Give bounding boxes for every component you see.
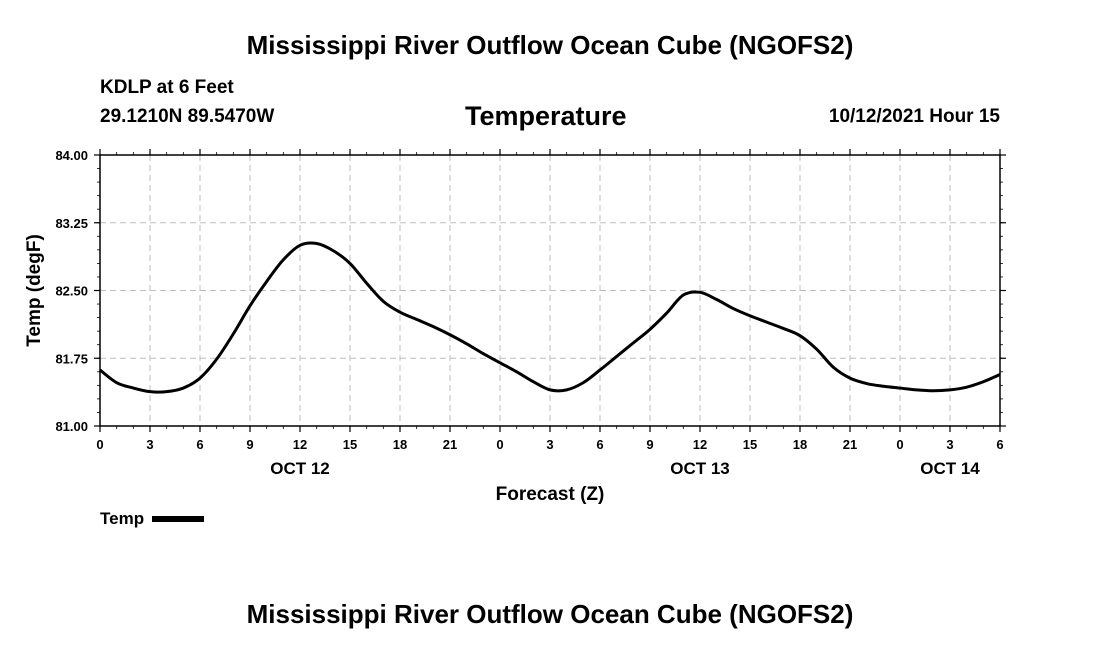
x-tick-label: 6 <box>596 437 603 452</box>
x-tick-label: 9 <box>246 437 253 452</box>
main-title: Mississippi River Outflow Ocean Cube (NG… <box>246 30 854 60</box>
x-tick-label: 18 <box>393 437 407 452</box>
x-tick-label: 6 <box>996 437 1003 452</box>
grid <box>100 155 1000 426</box>
footer-title: Mississippi River Outflow Ocean Cube (NG… <box>246 599 854 629</box>
x-tick-label: 21 <box>843 437 857 452</box>
x-tick-label: 3 <box>146 437 153 452</box>
x-tick-label: 12 <box>693 437 707 452</box>
y-tick-label: 83.25 <box>55 216 88 231</box>
legend: Temp <box>100 509 205 529</box>
x-day-label: OCT 13 <box>670 459 730 478</box>
chart-title: Temperature <box>465 101 627 131</box>
x-tick-label: 15 <box>743 437 757 452</box>
x-tick-label: 0 <box>896 437 903 452</box>
axis-tick-labels: 0 3 6 9 12 15 18 21 0 3 6 9 12 15 18 21 0 3 6 81.00 81.75 82.… <box>55 148 1003 478</box>
series-line-temp <box>99 241 1001 394</box>
x-axis-label: Forecast (Z) <box>496 484 605 505</box>
y-tick-label: 81.75 <box>55 351 88 366</box>
forecast-datetime: 10/12/2021 Hour 15 <box>828 106 1000 127</box>
x-tick-label: 21 <box>443 437 457 452</box>
series-layer <box>99 241 1001 394</box>
x-tick-label: 3 <box>946 437 953 452</box>
y-tick-label: 84.00 <box>55 148 88 163</box>
y-tick-label: 81.00 <box>55 419 88 434</box>
station-label: KDLP at 6 Feet <box>100 77 234 98</box>
x-tick-label: 6 <box>196 437 203 452</box>
x-day-label: OCT 12 <box>270 459 330 478</box>
axis-ticks <box>94 149 1006 432</box>
x-tick-label: 3 <box>546 437 553 452</box>
x-tick-label: 12 <box>293 437 307 452</box>
station-coordinates: 29.1210N 89.5470W <box>100 106 275 127</box>
x-tick-label: 15 <box>343 437 357 452</box>
legend-label: Temp <box>100 509 145 528</box>
y-tick-label: 82.50 <box>55 284 88 299</box>
x-tick-label: 9 <box>646 437 653 452</box>
x-tick-label: 18 <box>793 437 807 452</box>
x-tick-label: 0 <box>96 437 103 452</box>
legend-swatch <box>152 516 205 522</box>
x-tick-label: 0 <box>496 437 503 452</box>
x-day-label: OCT 14 <box>920 459 980 478</box>
y-axis-label: Temp (degF) <box>24 234 45 347</box>
